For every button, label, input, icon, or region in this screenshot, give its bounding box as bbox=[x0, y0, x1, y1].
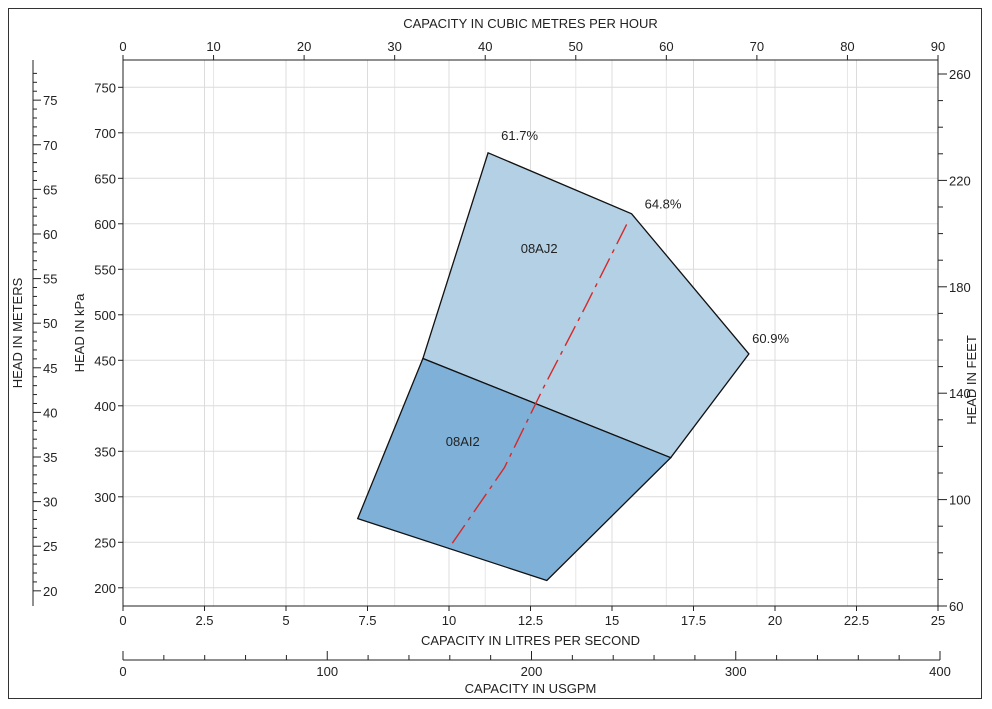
meters-tick-label-10: 70 bbox=[43, 138, 57, 153]
top-x-tick-label-0: 0 bbox=[119, 39, 126, 54]
x-tick-label-1: 2.5 bbox=[195, 613, 213, 628]
x-tick-label-4: 10 bbox=[442, 613, 456, 628]
x-tick-label-5: 12.5 bbox=[518, 613, 543, 628]
y-tick-label-7: 550 bbox=[94, 262, 116, 277]
meters-tick-label-7: 55 bbox=[43, 272, 57, 287]
top-x-tick-label-2: 20 bbox=[297, 39, 311, 54]
top-x-tick-label-5: 50 bbox=[569, 39, 583, 54]
meters-tick-label-2: 30 bbox=[43, 495, 57, 510]
usgpm-axis-title: CAPACITY IN USGPM bbox=[465, 681, 597, 696]
usgpm-tick-label-1: 100 bbox=[316, 664, 338, 679]
top-x-tick-label-1: 10 bbox=[206, 39, 220, 54]
x-tick-label-0: 0 bbox=[119, 613, 126, 628]
feet-tick-label-2: 140 bbox=[949, 386, 971, 401]
x-axis-title: CAPACITY IN LITRES PER SECOND bbox=[421, 633, 640, 648]
x-tick-label-10: 25 bbox=[931, 613, 945, 628]
annotation-2: 60.9% bbox=[752, 331, 789, 346]
x-tick-label-6: 15 bbox=[605, 613, 619, 628]
y-axis-title: HEAD IN kPa bbox=[72, 293, 87, 373]
feet-tick-label-5: 260 bbox=[949, 67, 971, 82]
top-x-tick-label-9: 90 bbox=[931, 39, 945, 54]
y-tick-label-5: 450 bbox=[94, 353, 116, 368]
y-tick-label-0: 200 bbox=[94, 581, 116, 596]
feet-tick-label-3: 180 bbox=[949, 280, 971, 295]
usgpm-tick-label-4: 400 bbox=[929, 664, 951, 679]
y-tick-label-8: 600 bbox=[94, 217, 116, 232]
feet-tick-label-0: 60 bbox=[949, 599, 963, 614]
feet-tick-label-1: 100 bbox=[949, 493, 971, 508]
y-tick-label-6: 500 bbox=[94, 308, 116, 323]
chart-frame bbox=[8, 8, 982, 699]
meters-tick-label-5: 45 bbox=[43, 361, 57, 376]
y-tick-label-10: 700 bbox=[94, 126, 116, 141]
y-tick-label-9: 650 bbox=[94, 171, 116, 186]
region-label-08AJ2: 08AJ2 bbox=[521, 241, 558, 256]
meters-tick-label-9: 65 bbox=[43, 182, 57, 197]
usgpm-tick-label-2: 200 bbox=[521, 664, 543, 679]
meters-tick-label-1: 25 bbox=[43, 539, 57, 554]
meters-tick-label-11: 75 bbox=[43, 93, 57, 108]
top-x-axis-title: CAPACITY IN CUBIC METRES PER HOUR bbox=[403, 16, 658, 31]
x-tick-label-2: 5 bbox=[282, 613, 289, 628]
usgpm-tick-label-0: 0 bbox=[119, 664, 126, 679]
x-tick-label-8: 20 bbox=[768, 613, 782, 628]
meters-tick-label-0: 20 bbox=[43, 584, 57, 599]
meters-axis-title: HEAD IN METERS bbox=[10, 277, 25, 388]
meters-tick-label-8: 60 bbox=[43, 227, 57, 242]
top-x-tick-label-4: 40 bbox=[478, 39, 492, 54]
top-x-tick-label-6: 60 bbox=[659, 39, 673, 54]
y-tick-label-1: 250 bbox=[94, 535, 116, 550]
top-x-tick-label-7: 70 bbox=[750, 39, 764, 54]
usgpm-tick-label-3: 300 bbox=[725, 664, 747, 679]
meters-tick-label-4: 40 bbox=[43, 405, 57, 420]
x-tick-label-9: 22.5 bbox=[844, 613, 869, 628]
annotation-0: 61.7% bbox=[501, 128, 538, 143]
meters-tick-label-3: 35 bbox=[43, 450, 57, 465]
feet-axis-title: HEAD IN FEET bbox=[964, 335, 979, 425]
y-tick-label-2: 300 bbox=[94, 490, 116, 505]
region-08AI2 bbox=[356, 357, 672, 582]
efficiency-line bbox=[451, 220, 629, 544]
y-tick-label-3: 350 bbox=[94, 444, 116, 459]
meters-tick-label-6: 50 bbox=[43, 316, 57, 331]
x-tick-label-7: 17.5 bbox=[681, 613, 706, 628]
top-x-tick-label-3: 30 bbox=[387, 39, 401, 54]
y-tick-label-11: 750 bbox=[94, 80, 116, 95]
y-tick-label-4: 400 bbox=[94, 399, 116, 414]
annotation-1: 64.8% bbox=[645, 196, 682, 211]
top-x-tick-label-8: 80 bbox=[840, 39, 854, 54]
feet-tick-label-4: 220 bbox=[949, 173, 971, 188]
x-tick-label-3: 7.5 bbox=[358, 613, 376, 628]
region-label-08AI2: 08AI2 bbox=[446, 434, 480, 449]
